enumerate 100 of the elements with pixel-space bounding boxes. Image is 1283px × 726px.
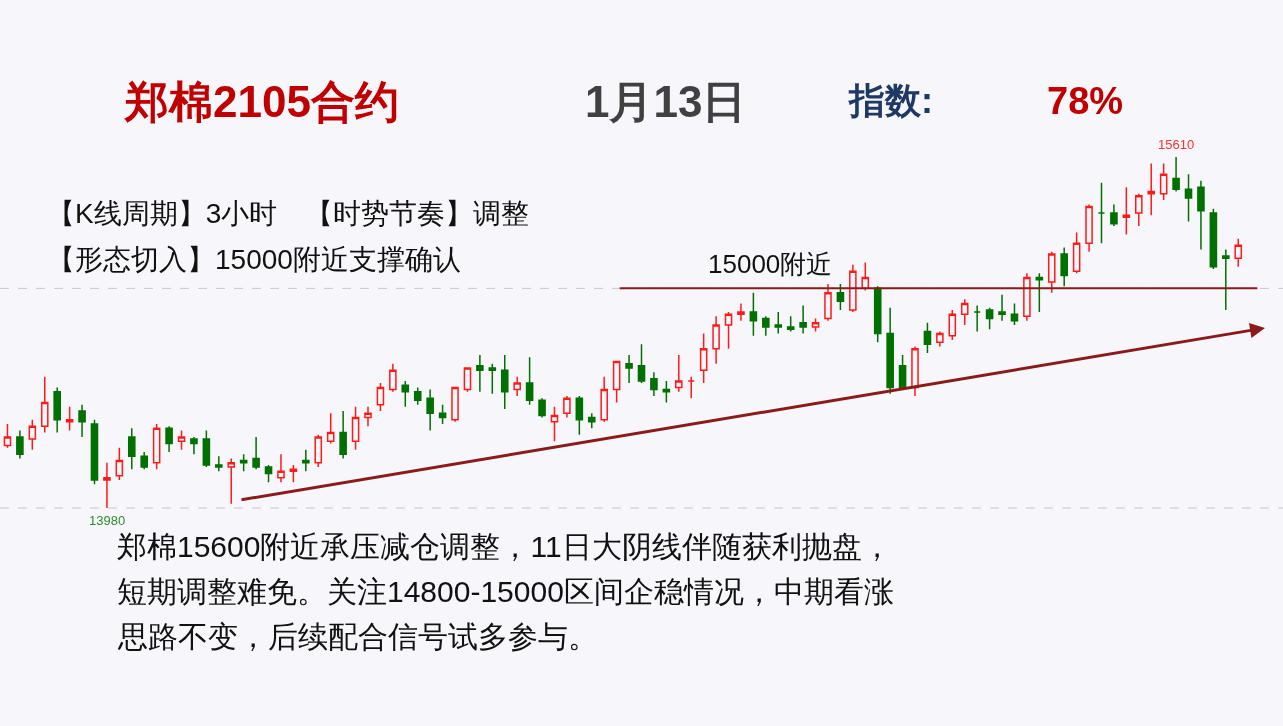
candlestick — [90, 418, 99, 486]
candlestick — [1172, 156, 1180, 193]
candlestick — [737, 302, 745, 322]
candlestick — [948, 309, 957, 341]
text: 郑棉15600附近承压减仓调整，11日大阴线伴随获利抛盘， — [117, 530, 892, 563]
candlestick — [1147, 162, 1156, 216]
candlestick — [985, 306, 994, 331]
candlestick — [587, 412, 596, 430]
text: 78% — [1047, 80, 1124, 122]
candlestick — [127, 427, 136, 470]
candlestick — [65, 406, 74, 432]
candlestick — [774, 311, 783, 335]
candlestick — [277, 453, 285, 483]
candlestick — [1222, 248, 1230, 311]
candlestick — [488, 362, 497, 395]
candlestick — [339, 410, 347, 460]
candlestick — [190, 436, 198, 455]
candlestick — [699, 332, 708, 384]
annotation: 15610 — [1158, 137, 1195, 152]
text: 思路不变，后续配合信号试多参与。 — [117, 620, 598, 653]
candlestick — [401, 380, 410, 408]
candlestick — [836, 283, 845, 311]
candlestick — [289, 464, 298, 483]
annotation: 【K线周期】3小时 【时势节奏】调整 — [47, 198, 530, 229]
candlestick — [1209, 207, 1218, 270]
candlestick — [1060, 246, 1068, 287]
candlestick — [1023, 272, 1031, 322]
annotation: 13980 — [89, 513, 126, 528]
candlestick — [1097, 182, 1106, 244]
candlestick — [873, 285, 882, 343]
chart-title: 郑棉2105合约 — [124, 77, 399, 126]
candlestick — [40, 375, 49, 434]
candlestick — [923, 322, 932, 354]
candlestick — [538, 397, 546, 419]
candlestick — [500, 354, 509, 410]
candlestick — [824, 283, 832, 322]
candlestick — [252, 436, 260, 470]
candlestick — [165, 425, 173, 453]
candlestick — [675, 354, 683, 393]
candlestick — [16, 429, 24, 460]
candlestick — [811, 317, 820, 333]
candlestick — [389, 362, 397, 393]
candlestick — [1110, 203, 1118, 227]
annotation: 【形态切入】15000附近支撑确认 — [47, 244, 461, 275]
candlestick — [351, 406, 360, 451]
candlestick — [413, 386, 422, 406]
candlestick — [762, 315, 770, 337]
candlestick — [202, 429, 211, 468]
candlestick — [563, 395, 571, 419]
candlestick — [998, 294, 1006, 322]
candlestick — [786, 315, 795, 333]
candlestick — [612, 360, 621, 404]
candlestick — [936, 330, 944, 348]
candlestick — [1035, 272, 1044, 313]
candlestick — [575, 395, 584, 436]
candlestick — [1122, 186, 1131, 236]
candlestick — [1159, 162, 1168, 201]
candlestick — [687, 375, 696, 399]
candlestick — [650, 371, 658, 397]
candlestick — [513, 375, 521, 397]
candlestick — [1085, 203, 1093, 253]
candlestick — [849, 263, 857, 313]
candlestick — [426, 388, 434, 432]
candlestick — [1197, 179, 1205, 251]
candlestick — [1134, 192, 1143, 227]
candlestick — [264, 464, 273, 483]
candlestick — [960, 298, 969, 326]
candlestick — [115, 446, 124, 481]
candlestick — [911, 345, 919, 397]
candlestick — [152, 423, 161, 470]
candlestick — [302, 449, 310, 473]
candlestick — [314, 434, 323, 468]
candlestick — [724, 311, 733, 350]
text: 指数: — [847, 80, 933, 121]
candlestick — [3, 423, 12, 449]
candlestick — [451, 386, 459, 423]
candlestick — [476, 354, 484, 393]
candlestick — [227, 457, 236, 505]
candlestick — [463, 367, 472, 393]
candlestick — [215, 455, 223, 473]
candlestick — [140, 451, 149, 470]
candlestick — [1234, 238, 1243, 268]
candlestick — [364, 406, 372, 427]
candlestick — [886, 306, 894, 395]
candlestick — [973, 304, 981, 333]
candlestick — [53, 386, 61, 434]
candlestick — [600, 375, 608, 423]
candlestick — [1184, 173, 1193, 223]
candlestick — [749, 291, 758, 337]
text: 短期调整难免。关注14800-15000区间企稳情况，中期看涨 — [117, 575, 894, 608]
candlestick — [438, 403, 447, 425]
candlestick — [177, 429, 186, 451]
candlestick — [28, 418, 37, 451]
candlestick — [78, 403, 86, 438]
candlestick — [1047, 251, 1056, 294]
candlestick — [625, 354, 633, 384]
candlestick — [550, 406, 559, 442]
candlestick — [239, 453, 248, 473]
ref-line-label: 15000附近 — [708, 249, 833, 279]
candlestick — [1010, 302, 1019, 326]
